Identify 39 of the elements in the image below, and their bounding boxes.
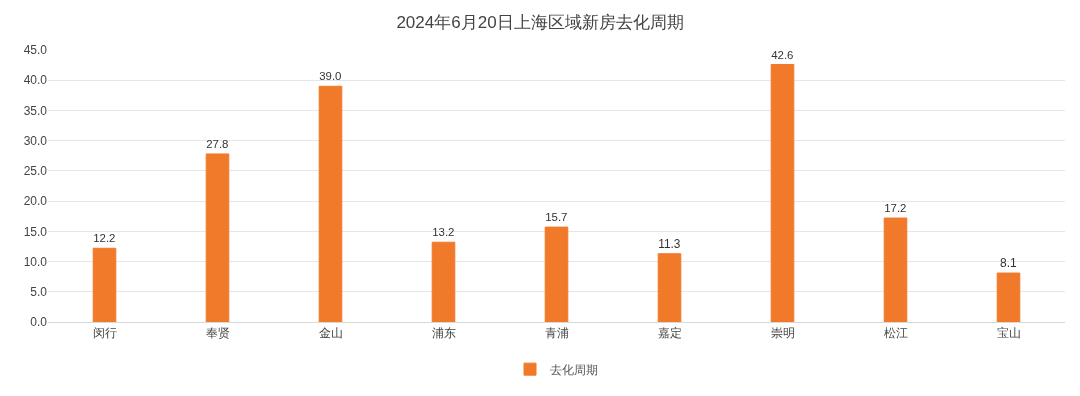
bar <box>92 247 117 322</box>
y-tick-label: 25.0 <box>23 164 48 179</box>
x-tick-label: 崇明 <box>770 326 795 341</box>
text: 17.2 <box>884 202 907 215</box>
x-tick-label: 闵行 <box>92 326 117 341</box>
text: 8.1 <box>1000 256 1017 271</box>
y-tick-label: 45.0 <box>23 43 48 58</box>
text: 13.2 <box>432 226 455 239</box>
y-tick-label: 30.0 <box>23 133 48 148</box>
text: 12.2 <box>93 232 116 245</box>
bar <box>431 241 456 322</box>
y-tick-label: 10.0 <box>23 254 48 269</box>
x-tick-label: 嘉定 <box>657 326 682 341</box>
text: 42.6 <box>771 48 794 61</box>
y-tick-label: 35.0 <box>23 103 48 118</box>
bar <box>657 253 682 322</box>
y-tick-label: 5.0 <box>30 284 48 299</box>
x-tick-label: 金山 <box>318 326 343 341</box>
bar <box>883 217 908 322</box>
bar <box>770 64 795 322</box>
text: 15.7 <box>545 211 568 224</box>
bar <box>205 153 230 322</box>
x-tick-label: 宝山 <box>996 326 1021 341</box>
bar <box>996 272 1021 322</box>
x-tick-label: 松江 <box>883 326 908 341</box>
x-tick-label: 浦东 <box>431 326 456 341</box>
y-tick-label: 40.0 <box>23 73 48 88</box>
text: 39.0 <box>319 70 342 83</box>
x-tick-label: 青浦 <box>544 326 569 341</box>
text: 11.3 <box>658 236 681 251</box>
x-tick-label: 奉贤 <box>205 326 230 341</box>
y-tick-label: 20.0 <box>23 194 48 209</box>
y-tick-label: 0.0 <box>30 315 48 330</box>
chart-title: 2024年6月20日上海区域新房去化周期 <box>396 12 684 32</box>
bar <box>544 226 569 322</box>
y-tick-label: 15.0 <box>23 224 48 239</box>
text: 27.8 <box>206 138 229 151</box>
legend-label: 去化周期 <box>550 362 598 377</box>
bar <box>318 85 343 322</box>
